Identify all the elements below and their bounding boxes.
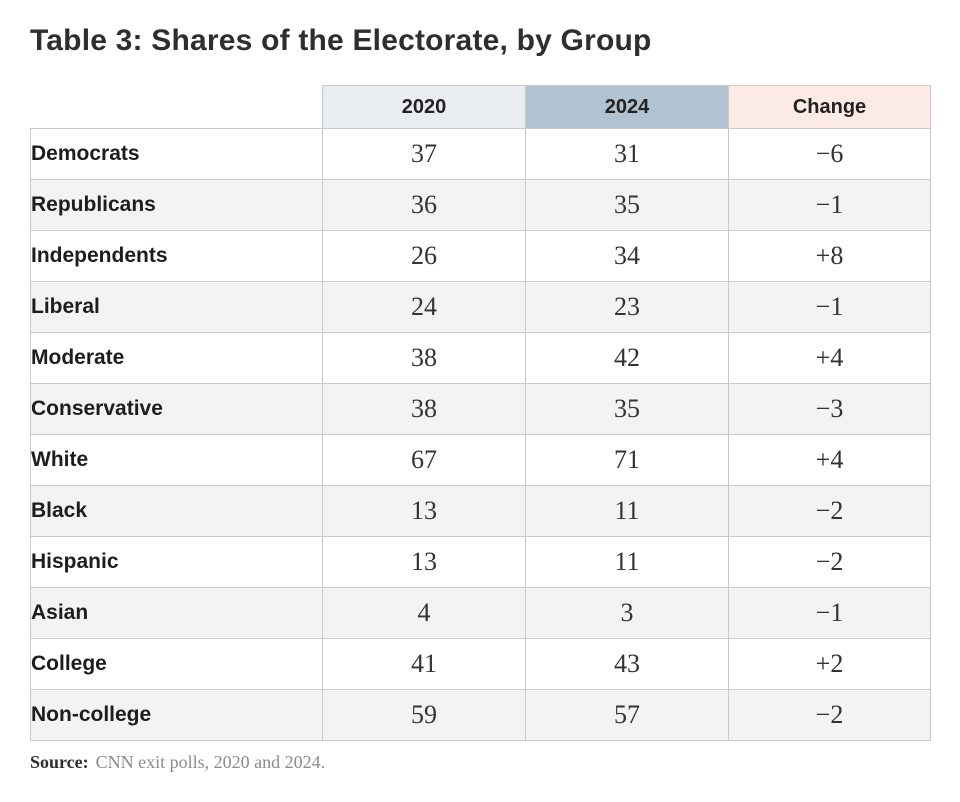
table-row: Hispanic 13 11 −2 — [30, 536, 931, 588]
cell-2024: 35 — [525, 179, 729, 231]
table-row: White 67 71 +4 — [30, 434, 931, 486]
cell-2024: 71 — [525, 434, 729, 486]
cell-2020: 26 — [322, 230, 526, 282]
table-row: College 41 43 +2 — [30, 638, 931, 690]
cell-2020: 36 — [322, 179, 526, 231]
cell-2024: 43 — [525, 638, 729, 690]
cell-change: +4 — [728, 434, 931, 486]
cell-change: −1 — [728, 587, 931, 639]
cell-2024: 57 — [525, 689, 729, 741]
row-label: Moderate — [30, 332, 323, 384]
page-title: Table 3: Shares of the Electorate, by Gr… — [30, 24, 652, 57]
source-text: CNN exit polls, 2020 and 2024. — [95, 752, 326, 772]
cell-2020: 4 — [322, 587, 526, 639]
cell-change: +4 — [728, 332, 931, 384]
row-label: Non-college — [30, 689, 323, 741]
table-row: Non-college 59 57 −2 — [30, 689, 931, 741]
cell-2020: 13 — [322, 536, 526, 588]
table-header: 2020 2024 Change — [31, 85, 931, 129]
column-header-2020: 2020 — [322, 85, 526, 129]
cell-2020: 59 — [322, 689, 526, 741]
cell-change: −6 — [728, 128, 931, 180]
cell-2020: 41 — [322, 638, 526, 690]
table-row: Moderate 38 42 +4 — [30, 332, 931, 384]
header-row: 2020 2024 Change — [31, 85, 931, 129]
cell-change: +2 — [728, 638, 931, 690]
row-label: White — [30, 434, 323, 486]
cell-change: −3 — [728, 383, 931, 435]
cell-change: −1 — [728, 281, 931, 333]
table-row: Asian 4 3 −1 — [30, 587, 931, 639]
cell-change: −2 — [728, 485, 931, 537]
row-label: Asian — [30, 587, 323, 639]
cell-2024: 42 — [525, 332, 729, 384]
table-row: Black 13 11 −2 — [30, 485, 931, 537]
cell-2024: 31 — [525, 128, 729, 180]
cell-2020: 67 — [322, 434, 526, 486]
cell-change: +8 — [728, 230, 931, 282]
cell-2024: 35 — [525, 383, 729, 435]
cell-2024: 11 — [525, 536, 729, 588]
cell-2020: 13 — [322, 485, 526, 537]
row-label: Republicans — [30, 179, 323, 231]
cell-change: −1 — [728, 179, 931, 231]
table-row: Conservative 38 35 −3 — [30, 383, 931, 435]
source-note: Source: CNN exit polls, 2020 and 2024. — [30, 752, 930, 773]
row-label: Conservative — [30, 383, 323, 435]
table-row: Democrats 37 31 −6 — [30, 128, 931, 180]
cell-change: −2 — [728, 536, 931, 588]
table-row: Liberal 24 23 −1 — [30, 281, 931, 333]
corner-cell — [31, 86, 323, 129]
cell-2020: 37 — [322, 128, 526, 180]
electorate-table: 2020 2024 Change Democrats 37 31 −6 Repu… — [30, 85, 931, 741]
column-header-2024: 2024 — [525, 85, 729, 129]
row-label: Independents — [30, 230, 323, 282]
row-label: Hispanic — [30, 536, 323, 588]
row-label: Liberal — [30, 281, 323, 333]
source-label: Source: — [30, 752, 89, 772]
cell-2020: 38 — [322, 332, 526, 384]
cell-2020: 38 — [322, 383, 526, 435]
table-row: Republicans 36 35 −1 — [30, 179, 931, 231]
column-header-change: Change — [728, 85, 931, 129]
cell-change: −2 — [728, 689, 931, 741]
row-label: Black — [30, 485, 323, 537]
cell-2024: 23 — [525, 281, 729, 333]
row-label: Democrats — [30, 128, 323, 180]
row-label: College — [30, 638, 323, 690]
cell-2024: 11 — [525, 485, 729, 537]
cell-2024: 3 — [525, 587, 729, 639]
cell-2024: 34 — [525, 230, 729, 282]
cell-2020: 24 — [322, 281, 526, 333]
table-body: Democrats 37 31 −6 Republicans 36 35 −1 … — [30, 128, 931, 741]
table-row: Independents 26 34 +8 — [30, 230, 931, 282]
